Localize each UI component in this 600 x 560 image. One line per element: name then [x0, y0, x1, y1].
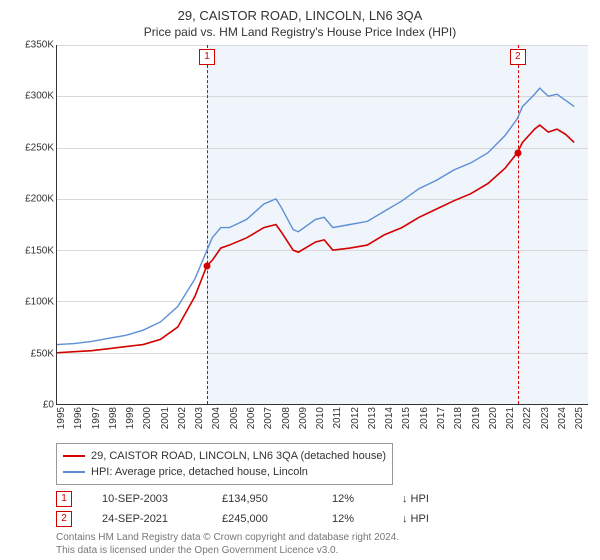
x-axis: 1995 1996 1997 1998 1999 2000 2001 2002 2003 2004… [56, 405, 588, 437]
y-axis: £0£50K£100K£150K£200K£250K£300K£350K [12, 45, 56, 405]
y-tick-label: £350K [25, 40, 54, 51]
x-tick-label: 2022 [522, 407, 533, 429]
legend-item: 29, CAISTOR ROAD, LINCOLN, LN6 3QA (deta… [63, 448, 386, 464]
transaction-row: 1 10-SEP-2003 £134,950 12% ↓ HPI [56, 491, 588, 507]
transaction-date: 10-SEP-2003 [102, 493, 192, 505]
transaction-direction: ↓ HPI [402, 493, 429, 505]
legend-swatch [63, 471, 85, 473]
y-tick-label: £50K [31, 348, 54, 359]
legend-item: HPI: Average price, detached house, Linc… [63, 464, 386, 480]
x-tick-label: 2007 [263, 407, 274, 429]
legend-label: 29, CAISTOR ROAD, LINCOLN, LN6 3QA (deta… [91, 448, 386, 464]
x-tick-label: 2024 [557, 407, 568, 429]
x-tick-label: 2014 [384, 407, 395, 429]
legend: 29, CAISTOR ROAD, LINCOLN, LN6 3QA (deta… [56, 443, 393, 485]
transaction-point-marker [514, 149, 521, 156]
transaction-marker-box: 1 [199, 49, 215, 65]
x-tick-label: 2005 [229, 407, 240, 429]
x-tick-label: 2019 [471, 407, 482, 429]
x-tick-label: 2021 [505, 407, 516, 429]
x-tick-label: 2012 [350, 407, 361, 429]
x-tick-label: 2002 [177, 407, 188, 429]
x-tick-label: 2006 [246, 407, 257, 429]
transaction-marker-box: 2 [510, 49, 526, 65]
y-tick-label: £200K [25, 194, 54, 205]
x-tick-label: 2008 [281, 407, 292, 429]
transaction-price: £245,000 [222, 513, 302, 525]
x-tick-label: 2013 [367, 407, 378, 429]
x-tick-label: 1996 [73, 407, 84, 429]
x-tick-label: 2018 [453, 407, 464, 429]
x-tick-label: 2015 [401, 407, 412, 429]
x-tick-label: 2020 [488, 407, 499, 429]
attribution: Contains HM Land Registry data © Crown c… [56, 531, 588, 557]
series-hpi [57, 88, 574, 344]
y-tick-label: £150K [25, 245, 54, 256]
y-tick-label: £250K [25, 142, 54, 153]
x-tick-label: 2017 [436, 407, 447, 429]
transaction-pct: 12% [332, 513, 372, 525]
y-tick-label: £300K [25, 91, 54, 102]
chart-container: 29, CAISTOR ROAD, LINCOLN, LN6 3QA Price… [0, 0, 600, 560]
x-tick-label: 2011 [332, 407, 343, 429]
legend-swatch [63, 455, 85, 457]
transaction-number: 2 [56, 511, 72, 527]
transaction-table: 1 10-SEP-2003 £134,950 12% ↓ HPI 2 24-SEP-2021… [56, 491, 588, 527]
chart-title: 29, CAISTOR ROAD, LINCOLN, LN6 3QA [12, 8, 588, 23]
line-chart-svg [57, 45, 588, 404]
chart-area: £0£50K£100K£150K£200K£250K£300K£350K 12 [12, 45, 588, 405]
transaction-pct: 12% [332, 493, 372, 505]
x-tick-label: 2010 [315, 407, 326, 429]
x-tick-label: 2025 [574, 407, 585, 429]
x-tick-label: 2004 [211, 407, 222, 429]
x-tick-label: 2000 [142, 407, 153, 429]
transaction-direction: ↓ HPI [402, 513, 429, 525]
legend-label: HPI: Average price, detached house, Linc… [91, 464, 308, 480]
x-tick-label: 1998 [108, 407, 119, 429]
transaction-point-marker [203, 262, 210, 269]
plot-area: 12 [56, 45, 588, 405]
x-tick-label: 1997 [91, 407, 102, 429]
x-tick-label: 2009 [298, 407, 309, 429]
chart-subtitle: Price paid vs. HM Land Registry's House … [12, 25, 588, 39]
transaction-row: 2 24-SEP-2021 £245,000 12% ↓ HPI [56, 511, 588, 527]
x-tick-label: 1999 [125, 407, 136, 429]
transaction-number: 1 [56, 491, 72, 507]
attribution-line1: Contains HM Land Registry data © Crown c… [56, 531, 588, 544]
transaction-price: £134,950 [222, 493, 302, 505]
x-tick-label: 2003 [194, 407, 205, 429]
y-tick-label: £0 [43, 400, 54, 411]
x-tick-label: 2001 [160, 407, 171, 429]
attribution-line2: This data is licensed under the Open Gov… [56, 544, 588, 557]
y-tick-label: £100K [25, 297, 54, 308]
x-tick-label: 2016 [419, 407, 430, 429]
x-tick-label: 2023 [540, 407, 551, 429]
x-tick-label: 1995 [56, 407, 67, 429]
series-price_paid [57, 125, 574, 353]
transaction-date: 24-SEP-2021 [102, 513, 192, 525]
